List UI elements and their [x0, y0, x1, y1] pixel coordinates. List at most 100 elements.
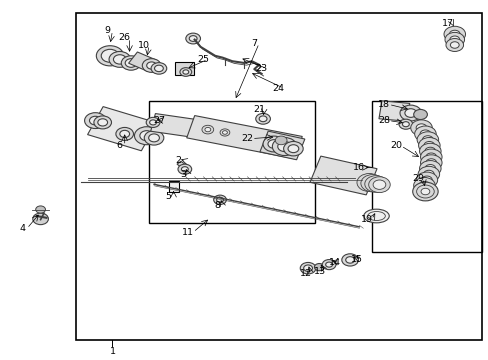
Polygon shape [87, 107, 157, 151]
Circle shape [418, 186, 431, 197]
Circle shape [113, 55, 126, 64]
Circle shape [345, 257, 354, 263]
Circle shape [445, 39, 463, 51]
Circle shape [101, 49, 119, 62]
Circle shape [96, 46, 123, 66]
Text: 6: 6 [117, 141, 122, 150]
Text: 12: 12 [299, 269, 311, 278]
Circle shape [178, 164, 191, 174]
Circle shape [416, 185, 433, 198]
Circle shape [422, 136, 432, 144]
Text: 2: 2 [175, 156, 181, 165]
Circle shape [341, 254, 358, 266]
Circle shape [146, 62, 156, 69]
Circle shape [419, 143, 440, 159]
Circle shape [98, 119, 107, 126]
Circle shape [413, 177, 434, 193]
Text: 23: 23 [255, 64, 267, 73]
Text: 16: 16 [353, 163, 365, 172]
Text: 21: 21 [253, 105, 264, 114]
Circle shape [154, 65, 163, 72]
Circle shape [148, 134, 159, 142]
Circle shape [109, 51, 130, 67]
Circle shape [423, 141, 434, 149]
Text: 18: 18 [377, 100, 389, 109]
Circle shape [222, 131, 227, 134]
Circle shape [142, 59, 161, 72]
Polygon shape [177, 161, 184, 167]
Circle shape [287, 145, 298, 153]
Circle shape [449, 42, 458, 48]
Circle shape [272, 138, 296, 156]
Circle shape [263, 136, 284, 152]
Polygon shape [150, 113, 210, 139]
Text: 8: 8 [214, 201, 220, 210]
Circle shape [416, 132, 438, 148]
Circle shape [425, 159, 436, 167]
Circle shape [144, 131, 163, 145]
Polygon shape [186, 116, 302, 159]
Text: 3: 3 [180, 170, 186, 179]
Text: 26: 26 [119, 33, 130, 42]
Circle shape [444, 32, 464, 47]
Circle shape [418, 138, 439, 153]
Circle shape [183, 70, 188, 74]
Circle shape [404, 109, 416, 117]
Circle shape [89, 116, 101, 125]
Circle shape [84, 113, 106, 129]
Circle shape [360, 175, 384, 192]
Circle shape [366, 179, 378, 188]
Text: 25: 25 [197, 55, 208, 64]
Circle shape [421, 176, 431, 184]
Text: 17: 17 [441, 19, 452, 28]
Circle shape [424, 147, 435, 155]
Text: 27: 27 [153, 116, 164, 125]
Circle shape [415, 172, 437, 188]
Circle shape [420, 188, 429, 195]
Ellipse shape [367, 211, 385, 220]
Circle shape [402, 122, 408, 127]
Polygon shape [309, 156, 376, 195]
Circle shape [420, 155, 441, 171]
Circle shape [151, 63, 166, 74]
Circle shape [220, 129, 229, 136]
Circle shape [398, 119, 412, 129]
Circle shape [33, 213, 48, 225]
Circle shape [216, 197, 223, 202]
Circle shape [94, 116, 111, 129]
Bar [168, 181, 179, 192]
Circle shape [277, 141, 291, 152]
Circle shape [255, 113, 270, 124]
Text: 20: 20 [389, 141, 401, 150]
Circle shape [369, 179, 382, 189]
Circle shape [322, 260, 335, 270]
Circle shape [410, 120, 431, 136]
Polygon shape [128, 52, 156, 71]
Circle shape [419, 130, 430, 138]
Text: 13: 13 [314, 267, 325, 276]
Circle shape [202, 125, 213, 134]
Circle shape [267, 140, 279, 148]
Text: 5: 5 [165, 192, 171, 201]
Circle shape [412, 182, 437, 201]
Text: 22: 22 [241, 134, 252, 143]
Text: 24: 24 [272, 84, 284, 93]
Text: 11: 11 [182, 228, 194, 237]
Text: 4: 4 [19, 224, 25, 233]
Circle shape [448, 30, 459, 38]
Circle shape [303, 265, 312, 271]
Circle shape [417, 166, 439, 182]
Circle shape [356, 174, 381, 192]
Circle shape [364, 176, 386, 192]
Ellipse shape [363, 209, 388, 223]
Circle shape [399, 105, 421, 121]
Polygon shape [260, 131, 304, 160]
Circle shape [36, 206, 45, 213]
Circle shape [413, 109, 427, 120]
Bar [371, 101, 481, 252]
Circle shape [204, 127, 210, 132]
Circle shape [116, 127, 133, 140]
Bar [175, 62, 193, 75]
Circle shape [213, 195, 226, 204]
Circle shape [368, 177, 389, 193]
